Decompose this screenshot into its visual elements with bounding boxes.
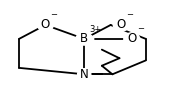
Text: −: − <box>126 11 133 20</box>
Ellipse shape <box>78 69 91 80</box>
Ellipse shape <box>113 19 129 31</box>
Text: O: O <box>127 32 136 45</box>
Text: −: − <box>137 25 144 34</box>
Text: N: N <box>80 68 89 81</box>
Text: O: O <box>41 18 50 31</box>
Ellipse shape <box>124 33 140 45</box>
Text: 3+: 3+ <box>90 25 102 34</box>
Ellipse shape <box>76 33 93 45</box>
Text: −: − <box>50 11 57 20</box>
Ellipse shape <box>38 19 53 31</box>
Text: B: B <box>80 32 88 45</box>
Text: O: O <box>117 18 126 31</box>
